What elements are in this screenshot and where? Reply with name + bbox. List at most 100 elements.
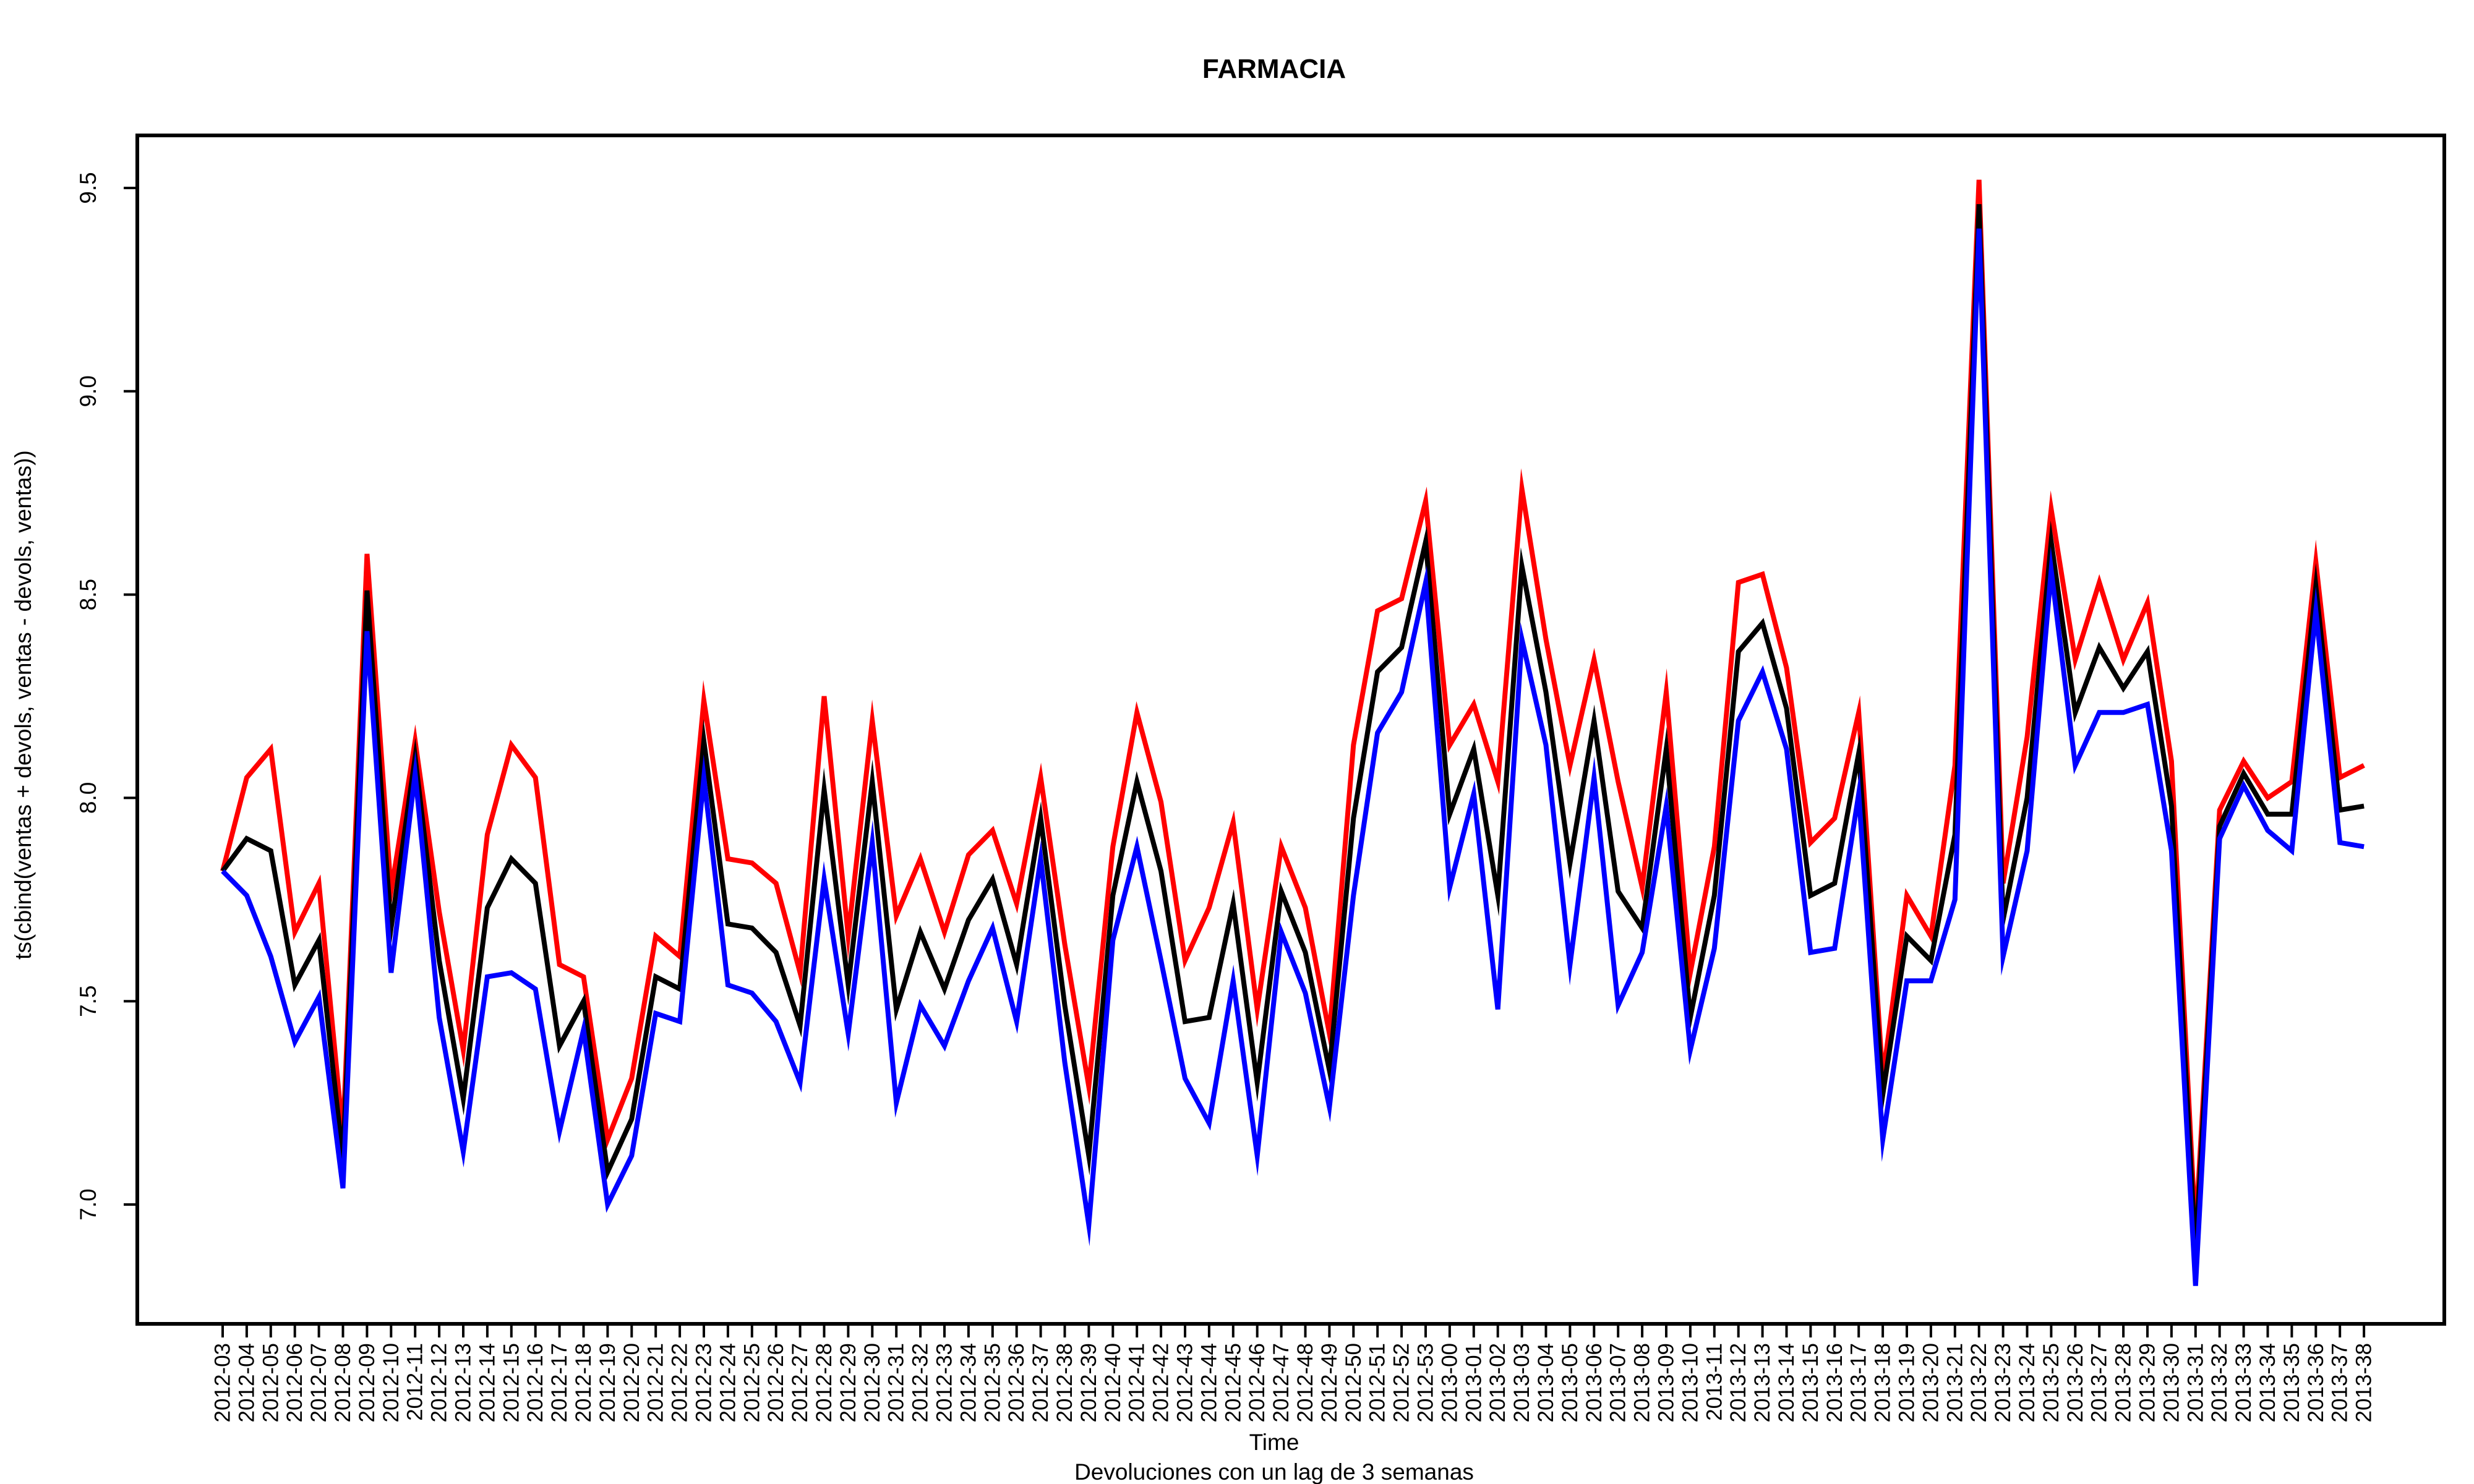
x-tick-label: 2013-18 [1871, 1343, 1895, 1422]
x-tick-label: 2013-10 [1678, 1343, 1702, 1422]
x-tick-label: 2012-39 [1077, 1343, 1101, 1422]
x-tick-label: 2012-36 [1004, 1343, 1029, 1422]
x-tick-label: 2012-26 [764, 1343, 788, 1422]
x-tick-label: 2012-15 [499, 1343, 523, 1422]
x-tick-label: 2013-19 [1895, 1343, 1919, 1422]
x-tick-label: 2012-32 [909, 1343, 933, 1422]
x-tick-label: 2013-23 [1991, 1343, 2015, 1422]
x-tick-label: 2012-25 [740, 1343, 764, 1422]
x-tick-label: 2012-41 [1125, 1343, 1149, 1422]
x-tick-label: 2012-34 [956, 1343, 980, 1422]
x-tick-label: 2012-12 [427, 1343, 452, 1422]
x-tick-label: 2013-04 [1534, 1343, 1558, 1422]
x-tick-label: 2012-46 [1245, 1343, 1269, 1422]
x-tick-label: 2012-40 [1101, 1343, 1125, 1422]
x-tick-label: 2012-48 [1293, 1343, 1317, 1422]
x-tick-label: 2013-38 [2352, 1343, 2376, 1422]
x-tick-label: 2013-01 [1462, 1343, 1486, 1422]
chart-caption: Devoluciones con un lag de 3 semanas [1074, 1459, 1474, 1484]
x-tick-label: 2012-04 [234, 1343, 259, 1422]
x-tick-label: 2012-43 [1173, 1343, 1197, 1422]
x-tick-label: 2012-30 [860, 1343, 884, 1422]
x-tick-label: 2012-24 [716, 1343, 740, 1422]
x-tick-label: 2012-09 [355, 1343, 379, 1422]
chart-title: FARMACIA [1202, 54, 1346, 84]
x-tick-label: 2012-18 [571, 1343, 596, 1422]
x-tick-label: 2012-29 [836, 1343, 860, 1422]
x-tick-label: 2012-28 [812, 1343, 836, 1422]
x-axis-label: Time [1249, 1430, 1299, 1455]
x-tick-label: 2012-45 [1221, 1343, 1245, 1422]
x-tick-label: 2012-20 [620, 1343, 644, 1422]
x-tick-label: 2012-08 [331, 1343, 355, 1422]
x-tick-label: 2012-31 [884, 1343, 909, 1422]
series-line-3 [221, 228, 2365, 1286]
x-tick-label: 2013-12 [1726, 1343, 1750, 1422]
x-tick-label: 2012-19 [596, 1343, 620, 1422]
y-tick-label: 7.5 [75, 985, 101, 1017]
x-tick-label: 2013-26 [2063, 1343, 2087, 1422]
x-tick-label: 2013-15 [1799, 1343, 1823, 1422]
x-tick-label: 2013-11 [1702, 1343, 1726, 1421]
x-tick-label: 2013-31 [2183, 1343, 2207, 1422]
x-tick-label: 2012-44 [1197, 1343, 1221, 1422]
x-tick-label: 2013-35 [2280, 1343, 2304, 1422]
x-tick-label: 2012-47 [1269, 1343, 1293, 1422]
x-tick-label: 2013-00 [1437, 1343, 1462, 1422]
x-tick-label: 2012-13 [452, 1343, 476, 1422]
x-tick-label: 2012-16 [523, 1343, 547, 1422]
x-tick-label: 2013-05 [1558, 1343, 1582, 1422]
x-tick-label: 2013-06 [1582, 1343, 1606, 1422]
x-tick-label: 2013-09 [1654, 1343, 1679, 1422]
series-line-2 [220, 204, 2365, 1254]
x-tick-label: 2013-08 [1630, 1343, 1654, 1422]
x-tick-label: 2012-03 [211, 1343, 235, 1422]
x-tick-label: 2012-07 [307, 1343, 331, 1422]
y-tick-label: 8.0 [75, 782, 101, 814]
y-tick-label: 9.5 [75, 172, 101, 203]
x-tick-label: 2012-50 [1342, 1343, 1366, 1422]
x-tick-label: 2012-10 [379, 1343, 403, 1422]
series-line-1 [220, 179, 2365, 1234]
x-tick-label: 2012-14 [475, 1343, 499, 1422]
y-tick-label: 9.0 [75, 375, 101, 407]
x-tick-label: 2012-38 [1053, 1343, 1077, 1422]
x-tick-label: 2013-21 [1943, 1343, 1967, 1422]
x-tick-label: 2013-33 [2232, 1343, 2256, 1422]
x-tick-label: 2013-28 [2112, 1343, 2136, 1422]
x-tick-label: 2013-29 [2136, 1343, 2160, 1422]
x-tick-label: 2013-25 [2039, 1343, 2063, 1422]
y-tick-label: 7.0 [75, 1188, 101, 1220]
series-layer [220, 179, 2365, 1286]
x-tick-label: 2012-35 [980, 1343, 1004, 1422]
x-tick-label: 2013-02 [1486, 1343, 1510, 1422]
x-tick-label: 2013-37 [2328, 1343, 2352, 1422]
x-tick-label: 2012-33 [933, 1343, 957, 1422]
y-axis-label: ts(cbind(ventas + devols, ventas - devol… [11, 450, 36, 960]
x-tick-label: 2013-34 [2256, 1343, 2280, 1422]
x-tick-label: 2013-13 [1750, 1343, 1774, 1422]
x-tick-label: 2012-05 [259, 1343, 283, 1422]
x-tick-label: 2013-20 [1919, 1343, 1943, 1422]
x-tick-label: 2013-17 [1847, 1343, 1871, 1422]
x-tick-label: 2012-17 [547, 1343, 571, 1422]
x-tick-label: 2012-27 [788, 1343, 812, 1422]
x-tick-label: 2013-16 [1823, 1343, 1847, 1422]
x-tick-label: 2012-23 [692, 1343, 716, 1422]
x-tick-label: 2013-14 [1774, 1343, 1799, 1422]
x-tick-label: 2012-42 [1149, 1343, 1173, 1422]
x-tick-label: 2013-36 [2304, 1343, 2328, 1422]
x-tick-label: 2012-21 [644, 1343, 668, 1422]
x-tick-label: 2012-11 [403, 1343, 427, 1421]
x-tick-label: 2012-22 [668, 1343, 692, 1422]
x-tick-label: 2012-52 [1390, 1343, 1414, 1422]
x-tick-label: 2012-53 [1414, 1343, 1438, 1422]
x-tick-label: 2013-30 [2159, 1343, 2183, 1422]
y-tick-label: 8.5 [75, 579, 101, 610]
x-tick-label: 2013-03 [1510, 1343, 1534, 1422]
x-tick-label: 2013-22 [1967, 1343, 1991, 1422]
x-tick-label: 2013-24 [2015, 1343, 2039, 1422]
